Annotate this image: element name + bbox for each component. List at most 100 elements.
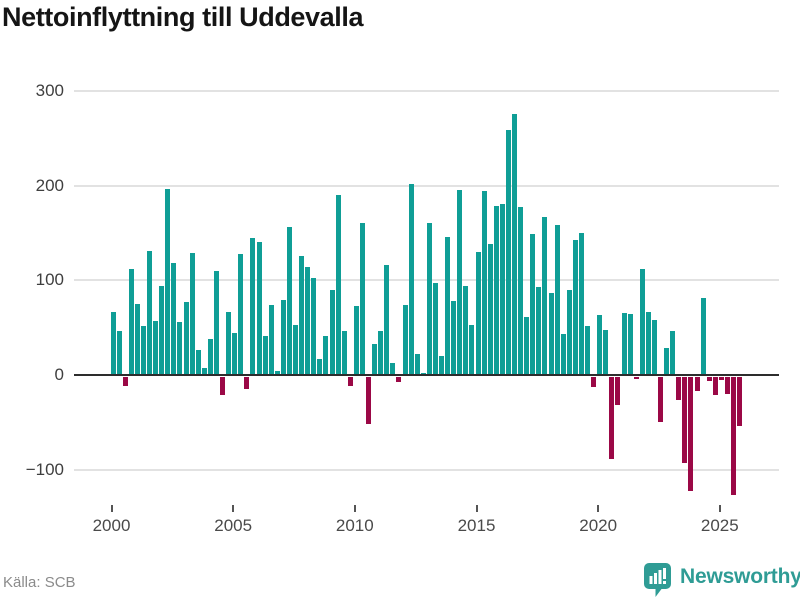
bar-2022-q3 xyxy=(658,376,663,422)
x-tick-label-2010: 2010 xyxy=(335,516,374,535)
x-tick-2010 xyxy=(353,505,356,512)
bar-2021-q3 xyxy=(633,376,639,380)
x-tick-2000 xyxy=(110,505,113,512)
bar-2010-q1 xyxy=(353,305,359,374)
bar-2003-q4 xyxy=(201,368,207,374)
bar-2019-q4 xyxy=(591,376,597,387)
bar-2012-q1 xyxy=(402,304,408,374)
bar-2011-q3 xyxy=(390,362,396,374)
bar-2006-q3 xyxy=(268,304,274,374)
x-tick-2020 xyxy=(597,505,600,512)
bar-2008-q3 xyxy=(317,358,323,374)
bar-2007-q4 xyxy=(299,255,305,374)
bar-2020-q4 xyxy=(615,376,621,405)
bar-2006-q1 xyxy=(256,241,262,374)
bar-2024-q2 xyxy=(700,298,706,374)
bar-2005-q2 xyxy=(238,253,244,374)
y-tick-label-100: 100 xyxy=(35,270,64,290)
bar-2025-q1 xyxy=(718,376,724,381)
bar-2014-q4 xyxy=(469,324,475,374)
bar-2024-q4 xyxy=(712,376,718,396)
bar-2021-q1 xyxy=(621,312,627,374)
gridline-300 xyxy=(74,90,779,92)
bar-2018-q4 xyxy=(566,289,572,374)
bar-2005-q3 xyxy=(244,376,250,389)
x-tick-label-2015: 2015 xyxy=(457,516,496,535)
bar-2007-q1 xyxy=(280,300,286,374)
bar-2016-q3 xyxy=(512,113,517,374)
bar-2012-q4 xyxy=(420,373,426,374)
x-tick-label-2020: 2020 xyxy=(579,516,618,535)
bar-2000-q3 xyxy=(122,376,128,386)
bar-2001-q2 xyxy=(140,325,146,374)
bar-2017-q4 xyxy=(542,216,548,374)
gridline-200 xyxy=(74,184,779,187)
bar-2005-q1 xyxy=(232,333,238,374)
bar-2009-q2 xyxy=(335,195,341,374)
x-tick-label-2005: 2005 xyxy=(214,516,253,535)
bar-2014-q3 xyxy=(463,286,469,374)
bar-2009-q3 xyxy=(341,331,347,374)
bar-2016-q2 xyxy=(505,129,511,374)
bar-2025-q4 xyxy=(737,376,743,426)
bar-2022-q1 xyxy=(645,311,651,374)
bar-2013-q3 xyxy=(439,356,444,374)
bar-2007-q3 xyxy=(293,324,298,374)
bar-2024-q1 xyxy=(694,376,700,391)
bar-2000-q4 xyxy=(128,268,134,374)
bar-2006-q2 xyxy=(262,336,268,374)
bar-2013-q4 xyxy=(445,236,451,374)
x-tick-label-2000: 2000 xyxy=(92,516,131,535)
x-tick-2015 xyxy=(475,505,478,512)
bar-2008-q2 xyxy=(311,278,317,374)
bar-2021-q4 xyxy=(639,268,645,374)
bar-2003-q3 xyxy=(195,350,201,374)
chart-title: Nettoinflyttning till Uddevalla xyxy=(2,2,364,32)
bar-2004-q2 xyxy=(213,270,219,374)
y-tick-label-200: 200 xyxy=(35,175,64,195)
newsworthy-logo-icon xyxy=(644,563,671,597)
bar-2002-q2 xyxy=(165,189,171,374)
bar-2004-q4 xyxy=(226,311,232,374)
bar-2023-q3 xyxy=(682,376,688,463)
bar-2010-q2 xyxy=(359,222,365,374)
bar-2019-q2 xyxy=(578,232,584,374)
bar-2008-q4 xyxy=(323,336,329,374)
x-tick-label-2025: 2025 xyxy=(700,516,739,535)
y-tick-label-0: 0 xyxy=(54,365,64,384)
bar-2013-q1 xyxy=(426,222,432,374)
bar-2020-q1 xyxy=(597,315,603,374)
bar-2019-q1 xyxy=(572,239,578,374)
bar-2025-q3 xyxy=(731,376,736,495)
bar-2014-q1 xyxy=(451,301,457,374)
bar-2020-q2 xyxy=(603,329,609,374)
bar-2000-q1 xyxy=(110,311,116,374)
bar-2012-q2 xyxy=(408,183,414,374)
bar-2018-q3 xyxy=(560,334,566,374)
bar-2015-q3 xyxy=(487,244,493,374)
bar-2022-q2 xyxy=(651,320,657,374)
bar-2023-q4 xyxy=(688,376,694,492)
bar-2003-q2 xyxy=(189,252,195,374)
bar-2022-q4 xyxy=(664,348,670,374)
bar-2003-q1 xyxy=(183,302,189,374)
bar-2002-q1 xyxy=(159,286,165,374)
bar-2015-q1 xyxy=(475,251,481,374)
bar-2002-q3 xyxy=(171,263,177,374)
bar-2023-q2 xyxy=(676,376,682,401)
bar-2006-q4 xyxy=(274,371,280,374)
bar-2002-q4 xyxy=(177,321,183,374)
brand-name: Newsworthy xyxy=(680,565,800,588)
bar-2019-q3 xyxy=(585,325,590,374)
bar-2010-q4 xyxy=(372,343,378,374)
newsworthy-brand[interactable]: Newsworthy xyxy=(644,563,800,597)
bar-2016-q4 xyxy=(518,207,524,374)
bar-2001-q4 xyxy=(153,321,159,374)
bar-2014-q2 xyxy=(457,190,463,374)
bar-2013-q2 xyxy=(432,283,438,374)
x-axis-zero-line xyxy=(74,373,779,377)
bar-2017-q3 xyxy=(536,286,542,374)
x-tick-2005 xyxy=(232,505,235,512)
gridline-100 xyxy=(74,279,779,282)
